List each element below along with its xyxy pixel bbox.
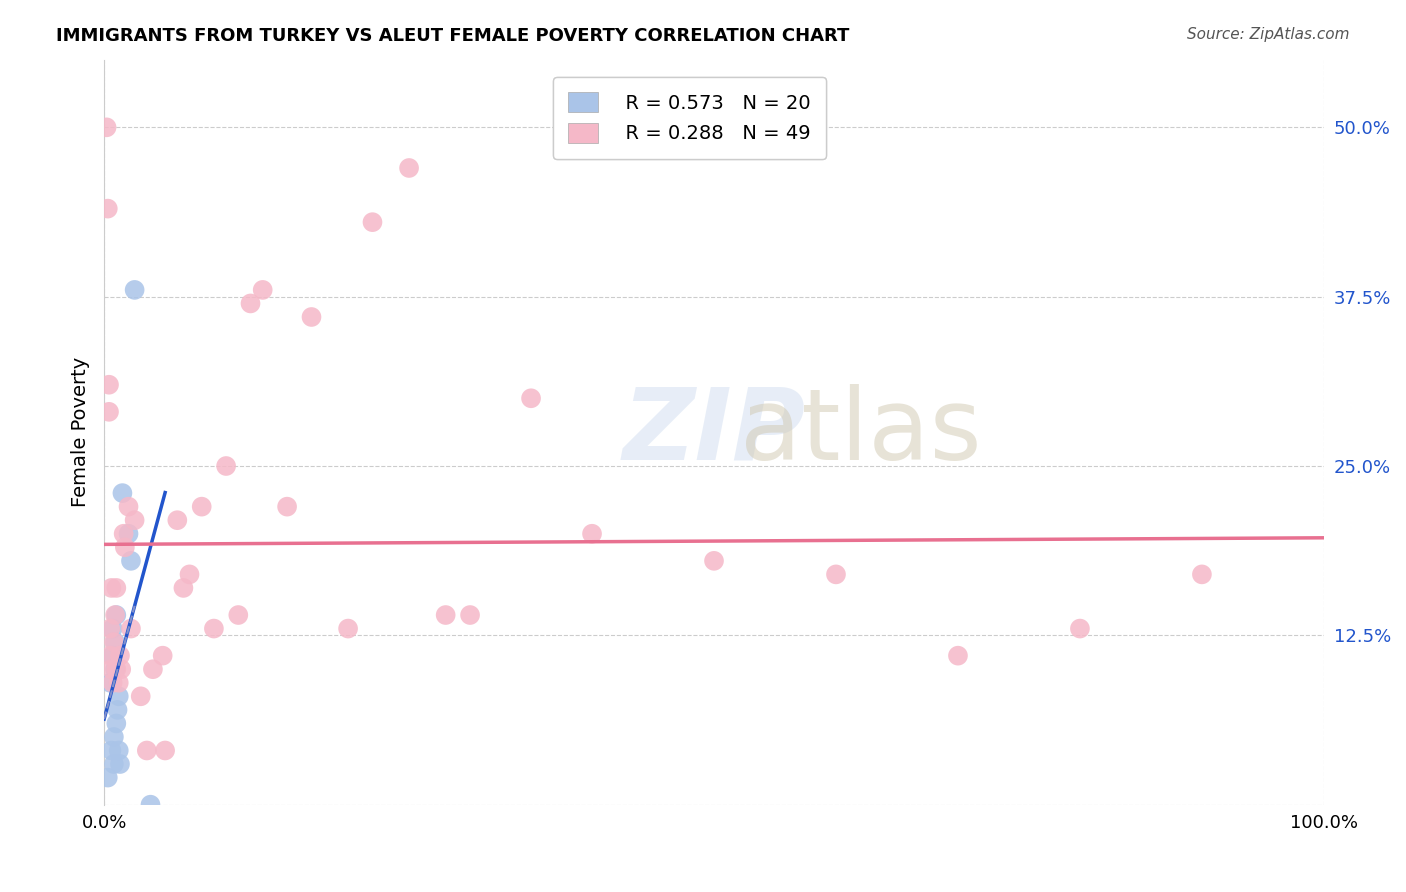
Point — [215, 458, 238, 473]
Point — [139, 797, 162, 812]
Point — [252, 283, 274, 297]
Point — [104, 662, 127, 676]
Point — [105, 716, 128, 731]
Point — [179, 567, 201, 582]
Legend:   R = 0.573   N = 20,   R = 0.288   N = 49: R = 0.573 N = 20, R = 0.288 N = 49 — [553, 77, 827, 159]
Point — [104, 607, 127, 622]
Point — [100, 581, 122, 595]
Point — [153, 743, 176, 757]
Point — [946, 648, 969, 663]
Point — [98, 648, 121, 663]
Point — [105, 581, 128, 595]
Point — [1191, 567, 1213, 582]
Point — [98, 377, 121, 392]
Point — [202, 622, 225, 636]
Point — [97, 771, 120, 785]
Point — [104, 635, 127, 649]
Point — [105, 662, 128, 676]
Point — [100, 662, 122, 676]
Point — [458, 607, 481, 622]
Point — [114, 541, 136, 555]
Point — [434, 607, 457, 622]
Text: IMMIGRANTS FROM TURKEY VS ALEUT FEMALE POVERTY CORRELATION CHART: IMMIGRANTS FROM TURKEY VS ALEUT FEMALE P… — [56, 27, 849, 45]
Y-axis label: Female Poverty: Female Poverty — [72, 357, 90, 508]
Point — [166, 513, 188, 527]
Point — [101, 622, 124, 636]
Point — [301, 310, 323, 324]
Point — [190, 500, 212, 514]
Point — [239, 296, 262, 310]
Point — [110, 662, 132, 676]
Point — [226, 607, 249, 622]
Point — [129, 690, 152, 704]
Point — [101, 648, 124, 663]
Point — [97, 202, 120, 216]
Point — [152, 648, 174, 663]
Point — [135, 743, 157, 757]
Point — [117, 526, 139, 541]
Point — [107, 675, 129, 690]
Point — [142, 662, 165, 676]
Point — [703, 554, 725, 568]
Point — [103, 757, 125, 772]
Point — [361, 215, 384, 229]
Point — [100, 743, 122, 757]
Point — [337, 622, 360, 636]
Point — [108, 648, 131, 663]
Point — [1069, 622, 1091, 636]
Point — [107, 743, 129, 757]
Point — [520, 391, 543, 405]
Point — [398, 161, 420, 175]
Point — [108, 757, 131, 772]
Point — [101, 675, 124, 690]
Point — [98, 675, 121, 690]
Point — [112, 526, 135, 541]
Point — [103, 635, 125, 649]
Point — [96, 120, 118, 135]
Point — [107, 703, 129, 717]
Text: atlas: atlas — [740, 384, 981, 481]
Text: Source: ZipAtlas.com: Source: ZipAtlas.com — [1187, 27, 1350, 42]
Point — [98, 405, 121, 419]
Point — [111, 486, 134, 500]
Point — [825, 567, 848, 582]
Point — [105, 607, 128, 622]
Point — [172, 581, 194, 595]
Point — [98, 622, 121, 636]
Point — [107, 690, 129, 704]
Point — [103, 730, 125, 744]
Point — [581, 526, 603, 541]
Point — [124, 513, 146, 527]
Point — [120, 622, 142, 636]
Point — [276, 500, 298, 514]
Point — [120, 554, 142, 568]
Point — [117, 500, 139, 514]
Point — [124, 283, 146, 297]
Text: ZIP: ZIP — [623, 384, 806, 481]
